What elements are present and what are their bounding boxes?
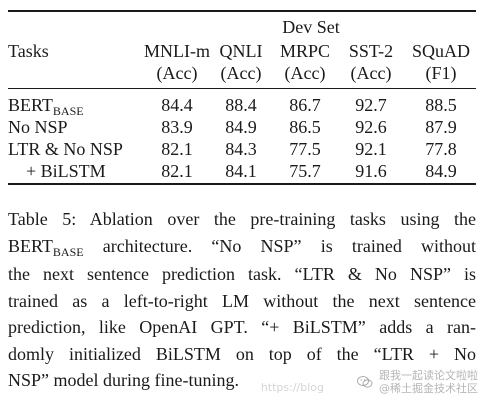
caption-line: the next sentence prediction task. “LTR … — [8, 264, 476, 284]
caption-line: prediction, like OpenAI GPT. “+ BiLSTM” … — [8, 317, 476, 337]
column-header-squad: SQuAD — [411, 41, 471, 61]
table-row: BERTBASE 84.4 88.4 86.7 92.7 88.5 — [0, 94, 484, 118]
table-cell: 88.4 — [225, 95, 257, 115]
row-task-label: BERTBASE — [8, 95, 84, 118]
table-cell: 87.9 — [425, 117, 457, 137]
wechat-icon — [357, 376, 373, 388]
table-cell: 82.1 — [161, 161, 193, 181]
table-cell: 92.7 — [355, 95, 387, 115]
bottom-rule — [8, 183, 476, 185]
watermark-line-1: 跟我一起读论文啦啦 — [379, 369, 478, 382]
table-cell: 75.7 — [289, 161, 321, 181]
dev-set-header: Dev Set — [282, 17, 340, 37]
row-task-label: LTR & No NSP — [8, 139, 123, 159]
table-cell: 83.9 — [161, 117, 193, 137]
column-metric-qnli: (Acc) — [220, 63, 262, 83]
column-metric-mnli: (Acc) — [156, 63, 198, 83]
column-metric-sst2: (Acc) — [350, 63, 392, 83]
row-task-label: No NSP — [8, 117, 68, 137]
table-cell: 84.4 — [161, 95, 193, 115]
caption-line: domly initialized BiLSTM on top of the “… — [8, 343, 476, 364]
table-cell: 77.5 — [289, 139, 321, 159]
table-cell: 77.8 — [425, 139, 457, 159]
table-row: LTR & No NSP 82.1 84.3 77.5 92.1 77.8 — [0, 138, 484, 160]
column-header-qnli: QNLI — [219, 41, 263, 61]
caption-line: NSP” model during fine-tuning. — [8, 370, 239, 390]
table-cell: 88.5 — [425, 95, 457, 115]
header-rule — [8, 88, 476, 89]
watermark: 跟我一起读论文啦啦 @稀土掘金技术社区 — [357, 369, 478, 395]
row-task-label: + BiLSTM — [26, 161, 106, 181]
watermark-url: https://blog — [260, 381, 324, 394]
table-cell: 82.1 — [161, 139, 193, 159]
caption-line: Table 5: Ablation over the pre-training … — [8, 209, 476, 229]
table-caption: Table 5: Ablation over the pre-training … — [8, 206, 476, 394]
table-cell: 84.9 — [225, 117, 257, 137]
table-cell: 84.1 — [225, 161, 257, 181]
table-cell: 86.5 — [289, 117, 321, 137]
column-metric-squad: (F1) — [425, 63, 457, 83]
table-row: + BiLSTM 82.1 84.1 75.7 91.6 84.9 — [0, 160, 484, 182]
table-cell: 92.1 — [355, 139, 387, 159]
table-row: No NSP 83.9 84.9 86.5 92.6 87.9 — [0, 116, 484, 138]
table-cell: 84.9 — [425, 161, 457, 181]
table-cell: 91.6 — [355, 161, 387, 181]
table-cell: 92.6 — [355, 117, 387, 137]
table-cell: 86.7 — [289, 95, 321, 115]
column-header-sst2: SST-2 — [348, 41, 394, 61]
table-cell: 84.3 — [225, 139, 257, 159]
column-header-mnli: MNLI-m — [144, 41, 210, 61]
tasks-header: Tasks — [8, 41, 49, 61]
column-header-mrpc: MRPC — [279, 41, 331, 61]
caption-line: BERTBASE architecture. “No NSP” is train… — [8, 235, 477, 259]
caption-line: trained as a left-to-right LM without th… — [8, 290, 476, 311]
top-rule — [8, 10, 476, 12]
column-metric-mrpc: (Acc) — [284, 63, 326, 83]
watermark-line-2: @稀土掘金技术社区 — [379, 382, 478, 395]
